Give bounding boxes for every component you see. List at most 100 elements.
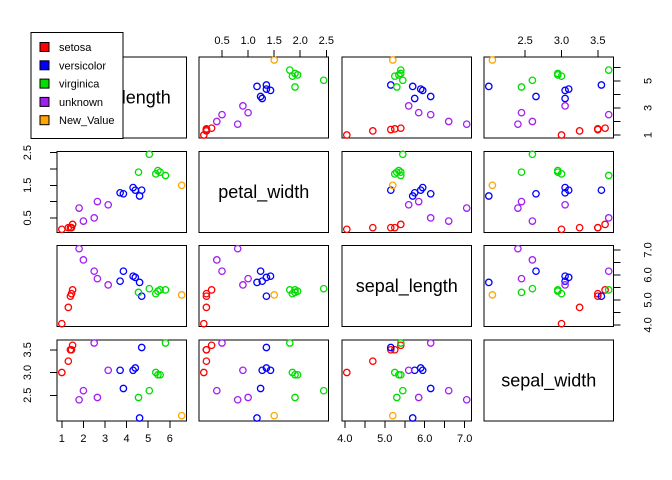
data-point-New_Value — [388, 411, 397, 420]
panel-petal_width-vs-petal_length — [56, 150, 187, 234]
data-point-versicolor — [426, 189, 435, 198]
axis-top-sepal_width: 2.5 3.0 3.5 — [517, 35, 605, 57]
axis-tick-label: 5.0 — [377, 433, 392, 445]
data-point-unknown — [212, 256, 221, 264]
data-point-unknown — [218, 339, 226, 347]
data-point-unknown — [90, 267, 99, 276]
data-point-virginica — [145, 284, 154, 293]
axis-tick-label: 1.5 — [267, 35, 282, 47]
data-point-setosa — [64, 357, 73, 366]
data-point-virginica — [285, 66, 294, 74]
panel-border — [56, 339, 187, 422]
axis-tick-label: 3 — [643, 105, 655, 111]
data-point-virginica — [396, 370, 405, 379]
axis-tick-label: 4.0 — [337, 433, 352, 445]
data-point-unknown — [75, 204, 83, 212]
data-point-unknown — [90, 339, 99, 347]
data-point-setosa — [57, 319, 66, 328]
data-point-setosa — [396, 220, 405, 229]
data-point-unknown — [233, 120, 242, 129]
axis-tick-label: 2.5 — [22, 388, 34, 403]
data-point-setosa — [67, 223, 76, 232]
legend-item-unknown: unknown — [39, 96, 103, 109]
data-point-setosa — [199, 368, 208, 377]
data-point-unknown — [233, 244, 242, 253]
data-point-virginica — [392, 393, 401, 402]
data-point-setosa — [342, 225, 351, 234]
axis-tick-label: 7.0 — [643, 242, 655, 257]
data-point-unknown — [528, 256, 537, 264]
panel-sepal_length-vs-petal_length — [56, 244, 187, 328]
data-point-setosa — [207, 286, 216, 294]
data-point-unknown — [93, 274, 102, 283]
data-point-versicolor — [484, 82, 493, 91]
data-point-virginica — [553, 286, 562, 294]
panel-border — [198, 150, 329, 233]
data-point-setosa — [202, 345, 211, 354]
data-point-virginica — [161, 339, 170, 347]
axis-tick-label: 3.5 — [22, 342, 34, 357]
data-point-versicolor — [262, 273, 271, 282]
data-point-versicolor — [137, 186, 146, 195]
legend-item-New_Value: New_Value — [39, 115, 114, 127]
panel-sepal_length-vs-sepal_width — [483, 244, 614, 328]
data-point-versicolor — [266, 86, 275, 95]
axis-tick-label: 1.0 — [240, 35, 255, 47]
data-point-versicolor — [116, 277, 124, 286]
data-point-New_Value — [270, 291, 279, 299]
data-point-versicolor — [410, 94, 419, 103]
data-point-versicolor — [561, 94, 569, 103]
data-point-unknown — [218, 267, 226, 276]
data-point-versicolor — [258, 94, 267, 103]
data-point-virginica — [319, 284, 328, 293]
data-point-versicolor — [532, 189, 540, 198]
data-point-unknown — [426, 214, 435, 222]
data-point-unknown — [514, 244, 522, 253]
data-point-unknown — [104, 200, 113, 209]
data-point-virginica — [291, 286, 299, 294]
data-point-unknown — [528, 217, 537, 225]
data-point-unknown — [517, 197, 526, 206]
panel-sepal_length-vs-petal_width — [198, 244, 329, 328]
data-point-versicolor — [258, 277, 267, 286]
data-point-unknown — [462, 204, 471, 212]
panel-petal_width-vs-sepal_length — [341, 150, 472, 234]
data-point-setosa — [575, 127, 584, 135]
panel-border — [483, 245, 614, 328]
legend: setosa versicolor virginica unknown New_Valu… — [30, 32, 124, 139]
data-point-versicolor — [253, 82, 261, 91]
data-point-virginica — [604, 286, 613, 294]
axis-tick-label: 1 — [643, 132, 655, 138]
data-point-unknown — [404, 102, 413, 110]
data-point-versicolor — [256, 384, 265, 393]
data-point-unknown — [604, 267, 613, 276]
axis-tick-label: 4.0 — [643, 317, 655, 332]
legend-item-versicolor: versicolor — [39, 60, 106, 72]
panel-border — [483, 150, 614, 233]
data-point-unknown — [104, 366, 113, 375]
axis-left-petal_width: 0.5 1.5 2.5 — [22, 145, 57, 226]
data-point-virginica — [394, 71, 403, 79]
panel-border — [198, 56, 329, 139]
data-point-versicolor — [253, 278, 261, 287]
panel-border — [483, 339, 614, 422]
data-point-virginica — [396, 339, 405, 347]
data-point-virginica — [390, 72, 399, 81]
axis-tick-label: 2.5 — [517, 35, 532, 47]
axis-bottom-sepal_length: 4.0 5.0 6.0 7.0 — [337, 421, 472, 445]
data-point-versicolor — [426, 384, 435, 393]
data-point-virginica — [156, 286, 164, 294]
panel-border — [56, 245, 187, 328]
data-point-setosa — [342, 368, 351, 377]
data-point-setosa — [396, 124, 405, 133]
data-point-virginica — [319, 386, 328, 395]
data-point-setosa — [593, 292, 602, 301]
axis-tick-label: 1.5 — [22, 178, 34, 193]
data-point-unknown — [244, 108, 252, 117]
data-point-virginica — [291, 69, 299, 78]
data-point-versicolor — [408, 414, 417, 422]
data-point-virginica — [398, 386, 407, 395]
data-point-setosa — [368, 357, 377, 366]
panel-sepal_width-vs-petal_length — [56, 339, 187, 422]
